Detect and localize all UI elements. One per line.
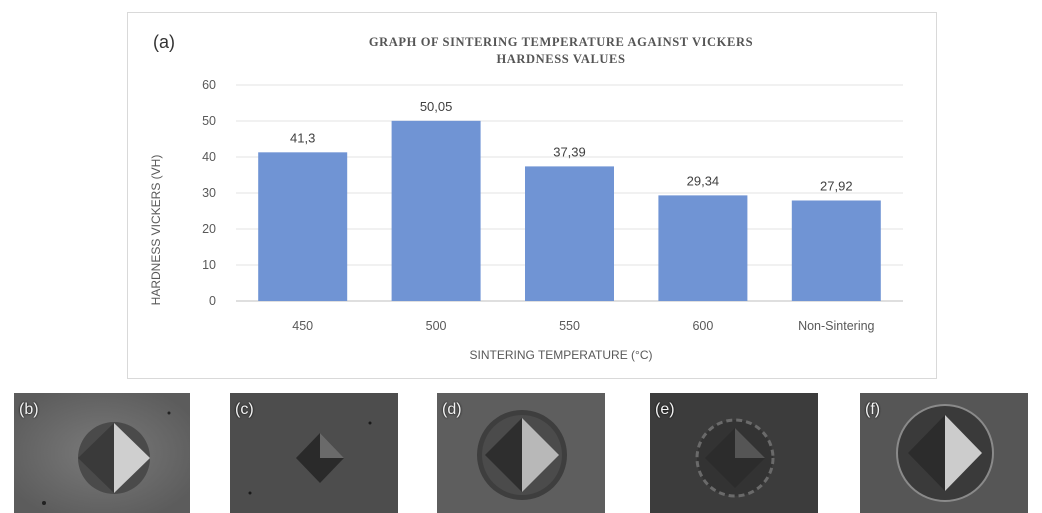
x-tick-label: 450 xyxy=(292,319,313,333)
bar-550 xyxy=(525,166,614,301)
micrograph-panel-d: (d) xyxy=(437,393,605,513)
bar-500 xyxy=(391,120,481,301)
micrograph-label-e: (e) xyxy=(655,401,675,418)
indentation-image-e xyxy=(650,393,818,513)
panel-label-a: (a) xyxy=(153,32,175,52)
y-tick-label: 20 xyxy=(202,222,216,236)
y-tick-label: 60 xyxy=(202,78,216,92)
data-label: 50,05 xyxy=(420,99,453,114)
data-label: 41,3 xyxy=(290,130,315,145)
y-tick-label: 10 xyxy=(202,258,216,272)
micrograph-label-f: (f) xyxy=(865,401,881,418)
y-tick-label: 0 xyxy=(209,294,216,308)
indentation-image-f xyxy=(860,393,1028,513)
indentation-image-d xyxy=(437,393,605,513)
y-tick-label: 40 xyxy=(202,150,216,164)
bar-non-sintering xyxy=(791,200,881,301)
x-tick-label: 550 xyxy=(559,319,580,333)
y-tick-label: 30 xyxy=(202,186,216,200)
data-label: 37,39 xyxy=(553,144,586,159)
data-labels: 41,3 50,05 37,39 29,34 27,92 xyxy=(290,99,853,194)
chart-frame: (a) GRAPH OF SINTERING TEMPERATURE AGAIN… xyxy=(127,12,937,379)
x-axis-ticks: 450 500 550 600 Non-Sintering xyxy=(292,319,874,333)
indentation-image-b xyxy=(14,393,190,513)
y-tick-label: 50 xyxy=(202,114,216,128)
bar-600 xyxy=(658,195,748,301)
chart-title-line-1: GRAPH OF SINTERING TEMPERATURE AGAINST V… xyxy=(369,35,753,49)
micrograph-label-b: (b) xyxy=(19,401,39,418)
x-tick-label: 500 xyxy=(426,319,447,333)
x-axis-title: SINTERING TEMPERATURE (°C) xyxy=(469,348,652,362)
indentation-image-c xyxy=(230,393,398,513)
micrograph-label-c: (c) xyxy=(235,401,254,418)
bars xyxy=(258,120,881,301)
micrograph-panel-e: (e) xyxy=(650,393,818,513)
micrograph-panel-f: (f) xyxy=(860,393,1028,513)
y-axis-title: HARDNESS VICKERS (VH) xyxy=(149,155,163,306)
bar-450 xyxy=(258,152,348,301)
data-label: 27,92 xyxy=(820,178,853,193)
chart-title-line-2: HARDNESS VALUES xyxy=(496,52,625,66)
x-tick-label: 600 xyxy=(692,319,713,333)
micrograph-panel-c: (c) xyxy=(230,393,398,513)
micrograph-panel-b: (b) xyxy=(14,393,190,513)
data-label: 29,34 xyxy=(687,173,720,188)
x-tick-label: Non-Sintering xyxy=(798,319,874,333)
y-axis-ticks: 0 10 20 30 40 50 60 xyxy=(202,78,216,308)
micrograph-label-d: (d) xyxy=(442,401,462,418)
bar-chart: (a) GRAPH OF SINTERING TEMPERATURE AGAIN… xyxy=(149,32,903,362)
